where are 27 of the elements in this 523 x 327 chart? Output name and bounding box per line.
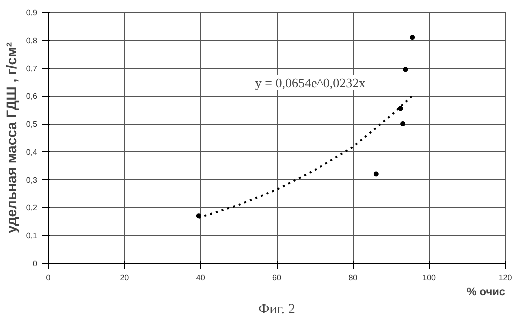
point: [374, 172, 379, 177]
y-axis-title: удельная масса ГДШ , г/см²: [3, 42, 20, 234]
annotation: y = 0,0654e^0,0232x: [255, 76, 366, 90]
x-axis-title: % очис: [466, 286, 506, 298]
x-tick-label: 100: [422, 274, 437, 282]
y-tick-label: 0,6: [26, 92, 38, 102]
point: [410, 35, 416, 40]
y-tick-label: 0,1: [26, 232, 38, 241]
x-tick-label: 0: [46, 274, 52, 282]
x-tick-label: 20: [120, 274, 130, 282]
x-tick-label: 120: [498, 274, 513, 282]
point: [400, 122, 406, 127]
x-tick-label: 60: [272, 274, 282, 282]
point: [403, 67, 408, 72]
y-tick-label: 0,9: [26, 8, 38, 18]
y-tick-label: 0,2: [26, 204, 38, 213]
y-tick-label: 0: [33, 260, 38, 268]
y-tick-label: 0,8: [26, 36, 38, 46]
text: Фиг. 2: [258, 302, 296, 318]
y-tick-label: 0,4: [26, 148, 38, 157]
line-series: [198, 93, 416, 220]
x-tick-label: 80: [348, 274, 358, 282]
point: [398, 106, 404, 112]
y-tick-label: 0,7: [26, 64, 38, 74]
y-tick-label: 0,5: [26, 120, 38, 130]
x-tick-label: 40: [196, 274, 206, 282]
y-tick-label: 0,3: [26, 176, 38, 185]
